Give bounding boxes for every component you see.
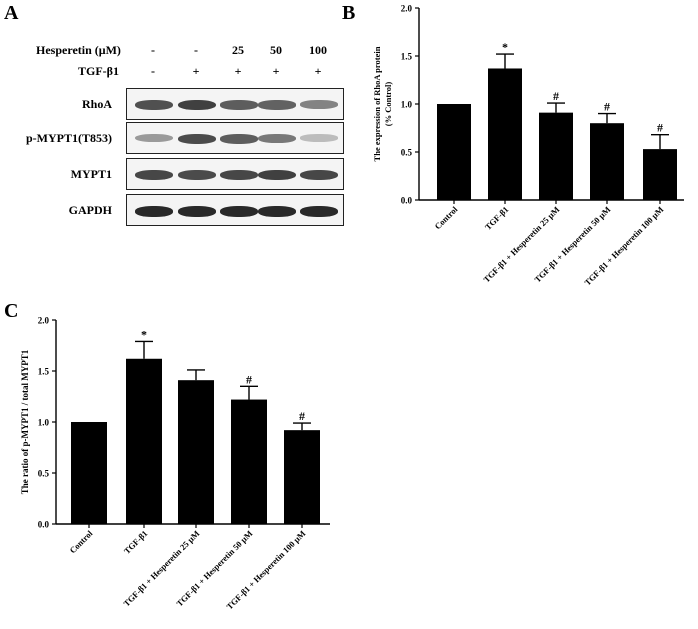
bar — [284, 430, 320, 524]
tgf-status-4: + — [314, 64, 322, 78]
blot-band — [258, 206, 296, 217]
hesperetin-dose-1: - — [194, 43, 198, 57]
blot-band — [258, 100, 296, 110]
bar — [126, 358, 162, 524]
blot-row-label: RhoA — [81, 97, 112, 111]
blot-band — [300, 134, 338, 142]
tgf-label: TGF-β1 — [78, 64, 119, 78]
blot-membrane — [126, 194, 344, 226]
hesperetin-dose-0: - — [151, 43, 155, 57]
blot-band — [135, 170, 173, 181]
tgf-status-0: - — [151, 64, 155, 78]
y-tick-label: 0.0 — [38, 520, 50, 530]
blot-band — [178, 170, 216, 180]
bar — [71, 422, 107, 524]
y-tick-label: 1.0 — [401, 100, 413, 110]
blot-band — [135, 134, 173, 143]
blot-band — [135, 100, 173, 110]
y-tick-label: 2.0 — [38, 316, 50, 326]
bar — [488, 68, 522, 200]
blot-band — [178, 100, 216, 111]
blot-band — [220, 170, 258, 181]
blot-membrane — [126, 122, 344, 154]
significance-marker: # — [246, 372, 252, 386]
significance-marker: * — [141, 327, 147, 341]
blot-band — [258, 134, 296, 143]
y-axis-label: The expression of RhoA protein — [372, 46, 382, 161]
bar — [590, 123, 624, 200]
bar — [178, 380, 214, 524]
blot-band — [220, 206, 258, 217]
blot-membrane — [126, 88, 344, 120]
y-tick-label: 0.5 — [38, 469, 50, 479]
x-tick-label: Control — [67, 528, 94, 555]
bar — [231, 399, 267, 524]
blot-row-label: GAPDH — [68, 203, 112, 217]
panel-b-label: B — [342, 2, 356, 24]
blot-band — [178, 206, 216, 217]
significance-marker: * — [502, 40, 508, 54]
blot-row-label: MYPT1 — [70, 167, 112, 181]
y-axis-label: The ratio of p-MYPT1 / total MYPT1 — [20, 349, 30, 494]
blot-band — [300, 100, 338, 109]
blot-band — [300, 206, 338, 217]
tgf-status-1: + — [192, 64, 200, 78]
y-axis-label: (% Control) — [383, 82, 393, 127]
tgf-status-3: + — [272, 64, 280, 78]
hesperetin-dose-2: 25 — [232, 43, 244, 57]
y-tick-label: 0.5 — [401, 148, 413, 158]
y-tick-label: 1.5 — [38, 367, 50, 377]
blot-band — [135, 206, 173, 217]
blot-band — [258, 170, 296, 181]
x-tick-label: TGF-β1 — [122, 528, 150, 556]
y-tick-label: 1.5 — [401, 52, 413, 62]
blot-band — [178, 134, 216, 144]
significance-marker: # — [657, 121, 663, 135]
blot-band — [220, 100, 258, 110]
panel-c-label: C — [4, 300, 19, 322]
bar — [437, 104, 471, 200]
bar — [539, 112, 573, 200]
significance-marker: # — [604, 100, 610, 114]
blot-row-label: p-MYPT1(T853) — [26, 131, 112, 145]
tgf-status-2: + — [234, 64, 242, 78]
y-tick-label: 2.0 — [401, 4, 413, 14]
y-tick-label: 1.0 — [38, 418, 50, 428]
bar — [643, 149, 677, 200]
y-tick-label: 0.0 — [401, 196, 413, 206]
blot-membrane — [126, 158, 344, 190]
hesperetin-dose-3: 50 — [270, 43, 282, 57]
significance-marker: # — [553, 89, 559, 103]
blot-band — [300, 170, 338, 181]
panel-a-label: A — [4, 2, 19, 24]
significance-marker: # — [299, 409, 305, 423]
hesperetin-label: Hesperetin (μM) — [36, 43, 121, 57]
blot-band — [220, 134, 258, 144]
hesperetin-dose-4: 100 — [309, 43, 327, 57]
